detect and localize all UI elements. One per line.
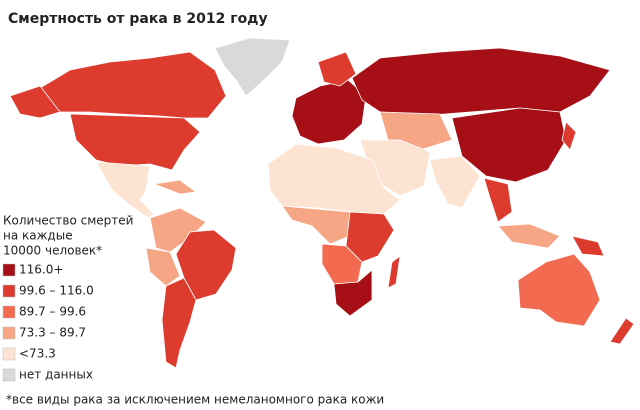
- country: [214, 37, 291, 97]
- legend-swatch: [2, 263, 16, 277]
- legend-label: 99.6 – 116.0: [19, 284, 94, 298]
- legend-title: на каждые: [3, 229, 73, 243]
- country: [317, 51, 357, 87]
- country: [333, 269, 373, 317]
- country: [497, 223, 561, 249]
- legend-label: 89.7 – 99.6: [19, 305, 86, 319]
- legend-title: 10000 человек*: [3, 244, 102, 258]
- country: [451, 107, 567, 183]
- country: [429, 155, 481, 209]
- country: [95, 161, 155, 219]
- country: [145, 247, 181, 287]
- title: Смертность от рака в 2012 году: [8, 11, 268, 27]
- country: [571, 235, 605, 257]
- country: [517, 253, 601, 327]
- country: [161, 277, 197, 369]
- country: [175, 229, 237, 301]
- legend-title: Количество смертей: [3, 214, 133, 228]
- country: [267, 143, 401, 215]
- country: [69, 113, 201, 171]
- country: [609, 317, 635, 345]
- country: [152, 179, 198, 195]
- country: [291, 79, 367, 145]
- legend-swatch: [2, 305, 16, 319]
- legend-swatch: [2, 326, 16, 340]
- legend-swatch: [2, 347, 16, 361]
- legend-label: 116.0+: [19, 263, 63, 277]
- country: [39, 51, 227, 119]
- legend-label: <73.3: [19, 347, 56, 361]
- legend-label: 73.3 – 89.7: [19, 326, 86, 340]
- country: [483, 177, 513, 223]
- legend-swatch: [2, 284, 16, 298]
- country: [561, 121, 577, 151]
- footnote: *все виды рака за исключением немеланомн…: [6, 393, 384, 407]
- country: [387, 255, 401, 289]
- country: [281, 205, 351, 245]
- country: [351, 47, 611, 117]
- legend-swatch: [2, 368, 16, 382]
- world-map: [9, 37, 635, 369]
- legend-label: нет данных: [19, 368, 93, 382]
- country: [9, 85, 61, 119]
